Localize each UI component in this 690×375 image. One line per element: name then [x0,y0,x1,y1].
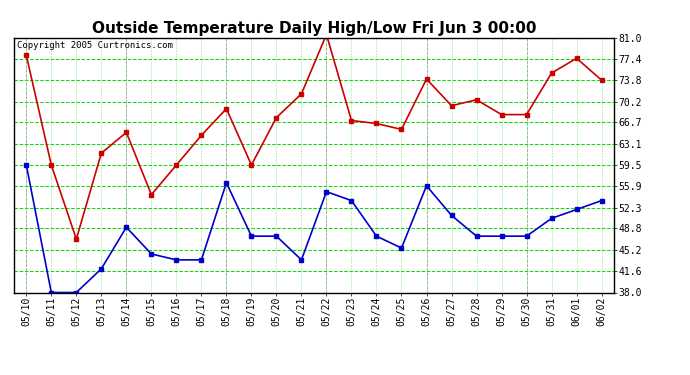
Text: Copyright 2005 Curtronics.com: Copyright 2005 Curtronics.com [17,41,172,50]
Title: Outside Temperature Daily High/Low Fri Jun 3 00:00: Outside Temperature Daily High/Low Fri J… [92,21,536,36]
